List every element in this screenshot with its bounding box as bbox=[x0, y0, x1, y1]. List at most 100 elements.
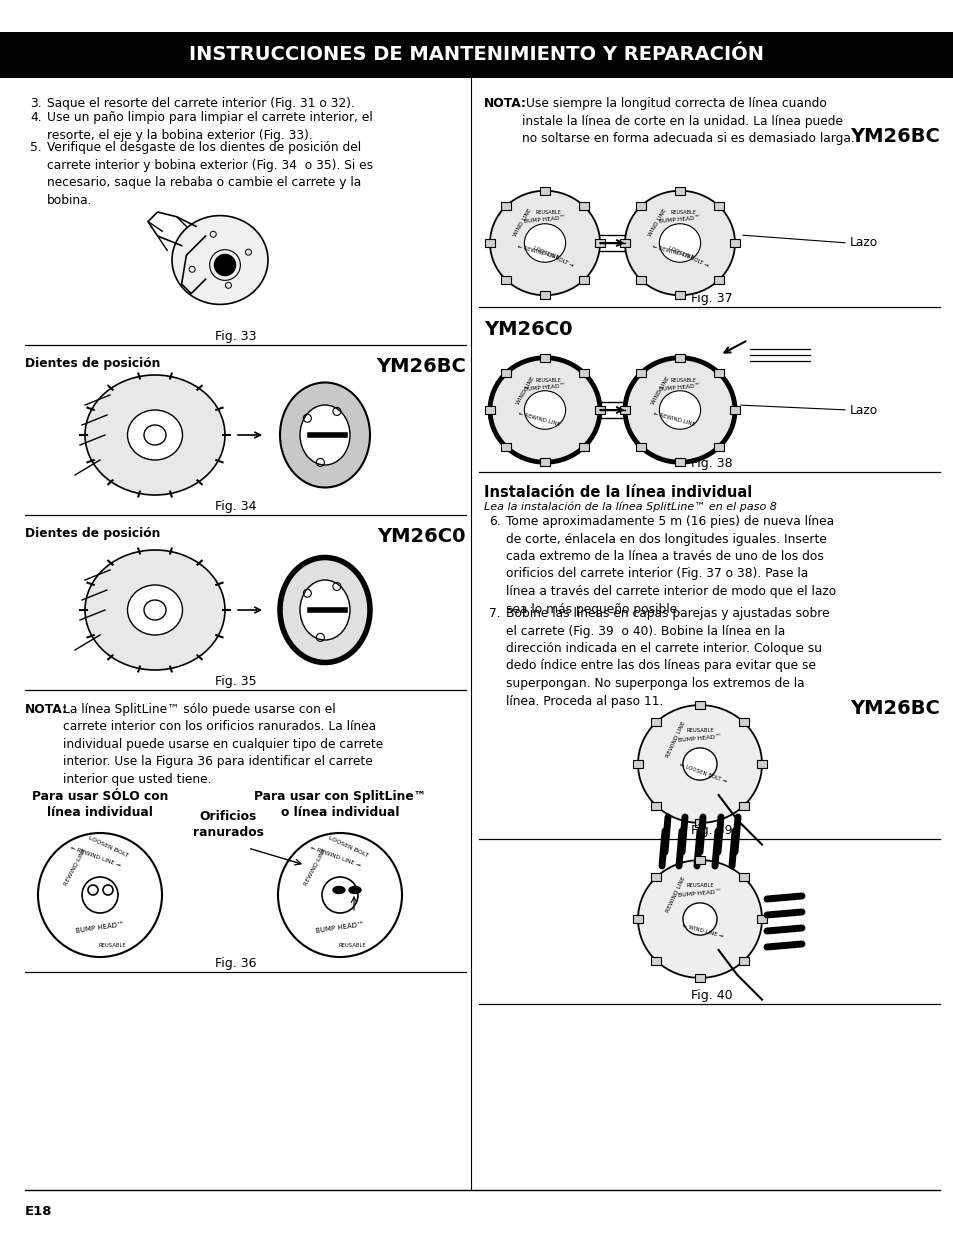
Text: REWIND LINE: REWIND LINE bbox=[63, 847, 87, 885]
Circle shape bbox=[38, 832, 162, 957]
Text: 6.: 6. bbox=[489, 515, 500, 529]
FancyBboxPatch shape bbox=[738, 802, 748, 810]
Ellipse shape bbox=[638, 860, 761, 978]
Text: Dientes de posición: Dientes de posición bbox=[25, 527, 160, 540]
Ellipse shape bbox=[144, 600, 166, 620]
FancyBboxPatch shape bbox=[539, 353, 550, 362]
FancyBboxPatch shape bbox=[695, 974, 704, 982]
Ellipse shape bbox=[85, 550, 225, 671]
Text: Use un paño limpio para limpiar el carrete interior, el
resorte, el eje y la bob: Use un paño limpio para limpiar el carre… bbox=[47, 111, 373, 142]
Ellipse shape bbox=[682, 748, 717, 781]
FancyBboxPatch shape bbox=[713, 443, 723, 451]
Text: ← REWIND LINE →: ← REWIND LINE → bbox=[309, 845, 360, 868]
Ellipse shape bbox=[299, 580, 350, 640]
FancyBboxPatch shape bbox=[729, 240, 740, 247]
FancyBboxPatch shape bbox=[738, 719, 748, 726]
Text: Orificios
ranurados: Orificios ranurados bbox=[193, 810, 263, 839]
Text: E18: E18 bbox=[25, 1205, 52, 1218]
FancyBboxPatch shape bbox=[595, 240, 604, 247]
Text: Instalación de la línea individual: Instalación de la línea individual bbox=[483, 485, 752, 500]
Text: Para usar SÓLO con
línea individual: Para usar SÓLO con línea individual bbox=[31, 790, 168, 819]
Text: YM26BC: YM26BC bbox=[849, 699, 939, 718]
FancyBboxPatch shape bbox=[595, 406, 604, 414]
Text: REUSABLE: REUSABLE bbox=[685, 727, 713, 732]
Text: Fig. 38: Fig. 38 bbox=[691, 457, 732, 471]
Ellipse shape bbox=[659, 224, 700, 262]
Text: 5.: 5. bbox=[30, 141, 42, 154]
Text: ← REWIND LINE: ← REWIND LINE bbox=[517, 245, 559, 261]
Text: WIND LINE: WIND LINE bbox=[650, 375, 670, 405]
Ellipse shape bbox=[128, 410, 182, 459]
Text: BUMP HEAD™: BUMP HEAD™ bbox=[659, 216, 700, 225]
Text: 3.: 3. bbox=[30, 98, 42, 110]
Text: Tome aproximadamente 5 m (16 pies) de nueva línea
de corte, énlacela en dos long: Tome aproximadamente 5 m (16 pies) de nu… bbox=[505, 515, 836, 615]
Text: ← REWIND LINE →: ← REWIND LINE → bbox=[70, 845, 121, 868]
Text: Lazo: Lazo bbox=[849, 404, 878, 416]
Text: YM26C0: YM26C0 bbox=[377, 527, 465, 546]
Ellipse shape bbox=[624, 358, 734, 462]
Ellipse shape bbox=[144, 425, 166, 445]
FancyBboxPatch shape bbox=[651, 957, 660, 965]
Text: Fig. 33: Fig. 33 bbox=[214, 330, 256, 343]
Text: REUSABLE: REUSABLE bbox=[669, 378, 695, 384]
Text: Lazo: Lazo bbox=[849, 236, 878, 249]
Bar bbox=[0, 32, 953, 78]
Ellipse shape bbox=[280, 383, 370, 488]
FancyBboxPatch shape bbox=[500, 443, 511, 451]
Text: BUMP HEAD™: BUMP HEAD™ bbox=[678, 889, 721, 898]
Text: REUSABLE: REUSABLE bbox=[535, 210, 560, 215]
FancyBboxPatch shape bbox=[651, 719, 660, 726]
Text: LOOSEN BOLT: LOOSEN BOLT bbox=[327, 835, 368, 858]
Circle shape bbox=[277, 832, 401, 957]
Text: Lea la instalación de la línea SplitLine™ en el paso 8: Lea la instalación de la línea SplitLine… bbox=[483, 501, 776, 511]
Ellipse shape bbox=[333, 887, 345, 893]
FancyBboxPatch shape bbox=[695, 701, 704, 709]
FancyBboxPatch shape bbox=[633, 760, 642, 768]
FancyBboxPatch shape bbox=[636, 275, 645, 284]
Ellipse shape bbox=[638, 705, 761, 823]
FancyBboxPatch shape bbox=[500, 369, 511, 377]
Text: Saque el resorte del carrete interior (Fig. 31 o 32).: Saque el resorte del carrete interior (F… bbox=[47, 98, 355, 110]
Circle shape bbox=[214, 254, 235, 275]
Text: Para usar con SplitLine™
o línea individual: Para usar con SplitLine™ o línea individ… bbox=[253, 790, 426, 819]
Text: BUMP HEAD™: BUMP HEAD™ bbox=[75, 921, 125, 934]
Ellipse shape bbox=[682, 903, 717, 935]
FancyBboxPatch shape bbox=[539, 291, 550, 299]
FancyBboxPatch shape bbox=[738, 873, 748, 882]
Text: Fig. 40: Fig. 40 bbox=[691, 989, 732, 1002]
Text: Use siempre la longitud correcta de línea cuando
instale la línea de corte en la: Use siempre la longitud correcta de líne… bbox=[521, 98, 854, 144]
FancyBboxPatch shape bbox=[713, 275, 723, 284]
Text: REUSABLE: REUSABLE bbox=[535, 378, 560, 384]
Text: REUSABLE: REUSABLE bbox=[337, 944, 365, 948]
Text: Fig. 35: Fig. 35 bbox=[214, 676, 256, 688]
Circle shape bbox=[322, 877, 357, 913]
FancyBboxPatch shape bbox=[636, 369, 645, 377]
FancyBboxPatch shape bbox=[578, 369, 588, 377]
Text: Fig. 37: Fig. 37 bbox=[691, 291, 732, 305]
Text: YM26BC: YM26BC bbox=[375, 357, 465, 375]
Text: ← REWIND LINE: ← REWIND LINE bbox=[651, 245, 694, 261]
Text: ← LOOSEN BOLT →: ← LOOSEN BOLT → bbox=[678, 762, 727, 783]
Text: REWIND LINE: REWIND LINE bbox=[303, 847, 327, 885]
Text: WIND LINE: WIND LINE bbox=[647, 207, 667, 237]
FancyBboxPatch shape bbox=[675, 291, 684, 299]
Text: LOOSEN BOLT: LOOSEN BOLT bbox=[87, 835, 129, 858]
Ellipse shape bbox=[659, 390, 700, 430]
Text: Fig. 39: Fig. 39 bbox=[691, 824, 732, 837]
Text: REWIND LINE: REWIND LINE bbox=[665, 876, 686, 914]
Ellipse shape bbox=[349, 887, 360, 893]
Ellipse shape bbox=[85, 375, 225, 495]
Ellipse shape bbox=[490, 358, 599, 462]
FancyBboxPatch shape bbox=[484, 406, 495, 414]
FancyBboxPatch shape bbox=[578, 443, 588, 451]
Text: ← WIND LINE →: ← WIND LINE → bbox=[681, 923, 723, 939]
Ellipse shape bbox=[172, 216, 268, 304]
Text: INSTRUCCIONES DE MANTENIMIENTO Y REPARACIÓN: INSTRUCCIONES DE MANTENIMIENTO Y REPARAC… bbox=[190, 46, 763, 64]
Text: ← REWIND LINE: ← REWIND LINE bbox=[653, 411, 695, 427]
Text: Verifique el desgaste de los dientes de posición del
carrete interior y bobina e: Verifique el desgaste de los dientes de … bbox=[47, 141, 373, 206]
Text: BUMP HEAD™: BUMP HEAD™ bbox=[315, 921, 364, 934]
Text: BUMP HEAD™: BUMP HEAD™ bbox=[659, 383, 700, 391]
FancyBboxPatch shape bbox=[695, 819, 704, 827]
FancyBboxPatch shape bbox=[539, 458, 550, 467]
FancyBboxPatch shape bbox=[713, 369, 723, 377]
